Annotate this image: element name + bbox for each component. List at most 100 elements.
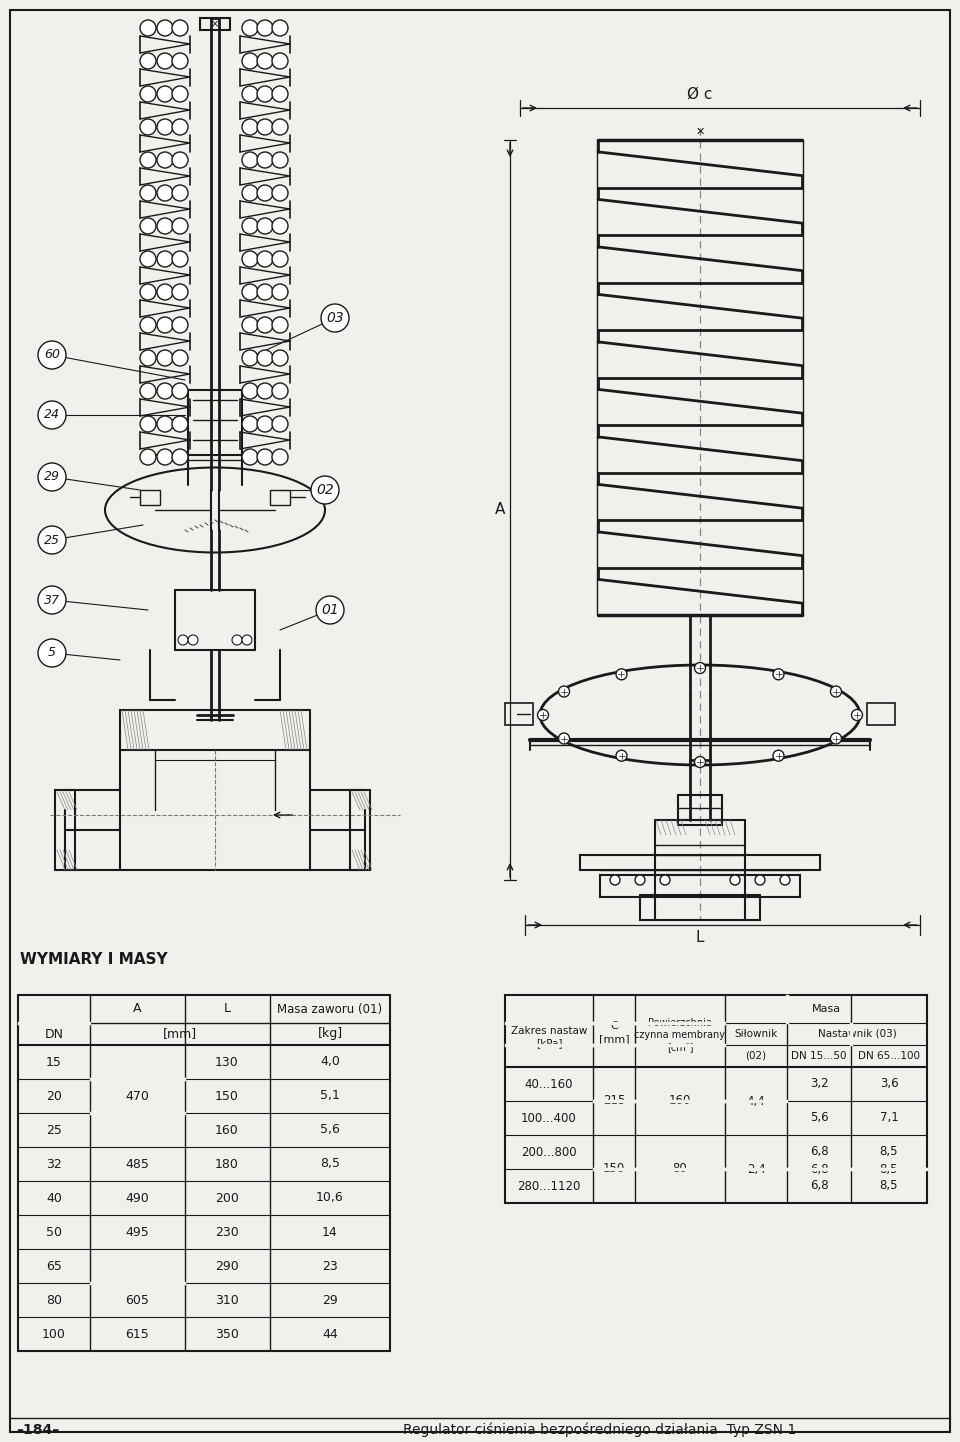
- Text: 5: 5: [48, 646, 56, 659]
- Bar: [678, 795, 722, 825]
- Bar: [18, 995, 390, 1351]
- Text: 8,5: 8,5: [320, 1158, 340, 1171]
- Circle shape: [157, 87, 173, 102]
- Circle shape: [242, 151, 258, 169]
- Circle shape: [272, 218, 288, 234]
- Text: 40...160: 40...160: [525, 1077, 573, 1090]
- Text: 2,4: 2,4: [747, 1162, 765, 1175]
- Text: ×: ×: [211, 19, 219, 29]
- Text: 5,6: 5,6: [320, 1123, 340, 1136]
- Text: 160: 160: [669, 1094, 691, 1107]
- Text: 03: 03: [326, 311, 344, 324]
- Text: 7,1: 7,1: [879, 1112, 899, 1125]
- Text: 29: 29: [323, 1293, 338, 1306]
- Circle shape: [257, 120, 273, 136]
- Text: 8,5: 8,5: [879, 1162, 899, 1175]
- Text: 130: 130: [215, 1056, 239, 1069]
- Text: 200: 200: [215, 1191, 239, 1204]
- Circle shape: [140, 151, 156, 169]
- Circle shape: [178, 634, 188, 645]
- Text: 5,1: 5,1: [320, 1090, 340, 1103]
- Circle shape: [172, 350, 188, 366]
- Circle shape: [694, 757, 706, 767]
- Text: [mm]: [mm]: [599, 1034, 630, 1044]
- Circle shape: [140, 284, 156, 300]
- Circle shape: [272, 20, 288, 36]
- Circle shape: [140, 185, 156, 200]
- Circle shape: [172, 87, 188, 102]
- Circle shape: [140, 87, 156, 102]
- Circle shape: [172, 151, 188, 169]
- Circle shape: [157, 384, 173, 399]
- Text: Zakres nastaw: Zakres nastaw: [511, 1027, 588, 1035]
- Circle shape: [172, 317, 188, 333]
- Circle shape: [242, 634, 252, 645]
- Text: Siłownik: Siłownik: [734, 1030, 778, 1040]
- Text: 350: 350: [215, 1328, 239, 1341]
- Text: 10,6: 10,6: [316, 1191, 344, 1204]
- Circle shape: [242, 251, 258, 267]
- Circle shape: [257, 284, 273, 300]
- Text: 200...800: 200...800: [521, 1145, 577, 1158]
- Text: (02): (02): [745, 1051, 767, 1061]
- Circle shape: [188, 634, 198, 645]
- Circle shape: [559, 733, 569, 744]
- Text: 470: 470: [125, 1090, 149, 1103]
- Circle shape: [38, 639, 66, 668]
- Text: 4,0: 4,0: [320, 1056, 340, 1069]
- Text: 5,6: 5,6: [809, 1112, 828, 1125]
- Text: czynna membrany: czynna membrany: [635, 1030, 726, 1040]
- Circle shape: [635, 875, 645, 885]
- Text: 4,4: 4,4: [747, 1094, 765, 1107]
- Circle shape: [157, 350, 173, 366]
- Bar: [600, 875, 800, 897]
- Circle shape: [172, 251, 188, 267]
- Text: 29: 29: [44, 470, 60, 483]
- Text: 100: 100: [42, 1328, 66, 1341]
- Circle shape: [272, 350, 288, 366]
- Circle shape: [272, 53, 288, 69]
- Text: [kPa]: [kPa]: [536, 1038, 563, 1048]
- Circle shape: [140, 448, 156, 464]
- Text: Nastawnik (03): Nastawnik (03): [818, 1030, 897, 1040]
- Circle shape: [610, 875, 620, 885]
- Text: 15: 15: [46, 1056, 62, 1069]
- Text: 6,8: 6,8: [809, 1162, 828, 1175]
- Text: WYMIARY I MASY: WYMIARY I MASY: [20, 953, 168, 968]
- Text: 150: 150: [215, 1090, 239, 1103]
- Text: [mm]: [mm]: [163, 1028, 197, 1041]
- Text: 37: 37: [44, 594, 60, 607]
- Circle shape: [232, 634, 242, 645]
- Bar: [200, 17, 230, 30]
- Circle shape: [157, 53, 173, 69]
- Circle shape: [172, 20, 188, 36]
- Text: Masa zaworu (01): Masa zaworu (01): [277, 1002, 383, 1015]
- Text: 215: 215: [603, 1094, 625, 1107]
- Circle shape: [660, 875, 670, 885]
- Text: 180: 180: [215, 1158, 239, 1171]
- Text: [kg]: [kg]: [318, 1028, 343, 1041]
- Text: 490: 490: [125, 1191, 149, 1204]
- Text: Regulator ciśnienia bezpośredniego działania  Typ ZSN 1: Regulator ciśnienia bezpośredniego dział…: [403, 1423, 797, 1438]
- Text: DN 65...100: DN 65...100: [858, 1051, 920, 1061]
- Circle shape: [38, 340, 66, 369]
- Bar: [55, 790, 75, 870]
- Circle shape: [272, 185, 288, 200]
- Circle shape: [538, 709, 548, 721]
- Circle shape: [272, 120, 288, 136]
- Circle shape: [38, 463, 66, 490]
- Text: A: A: [132, 1002, 141, 1015]
- Text: 100...400: 100...400: [521, 1112, 577, 1125]
- Circle shape: [172, 384, 188, 399]
- Circle shape: [242, 415, 258, 433]
- Text: 150: 150: [603, 1162, 625, 1175]
- Circle shape: [272, 151, 288, 169]
- Circle shape: [257, 185, 273, 200]
- Circle shape: [38, 401, 66, 430]
- Circle shape: [559, 686, 569, 696]
- Circle shape: [157, 317, 173, 333]
- Circle shape: [694, 662, 706, 673]
- Text: L: L: [696, 930, 705, 946]
- Text: 23: 23: [323, 1259, 338, 1272]
- Circle shape: [242, 317, 258, 333]
